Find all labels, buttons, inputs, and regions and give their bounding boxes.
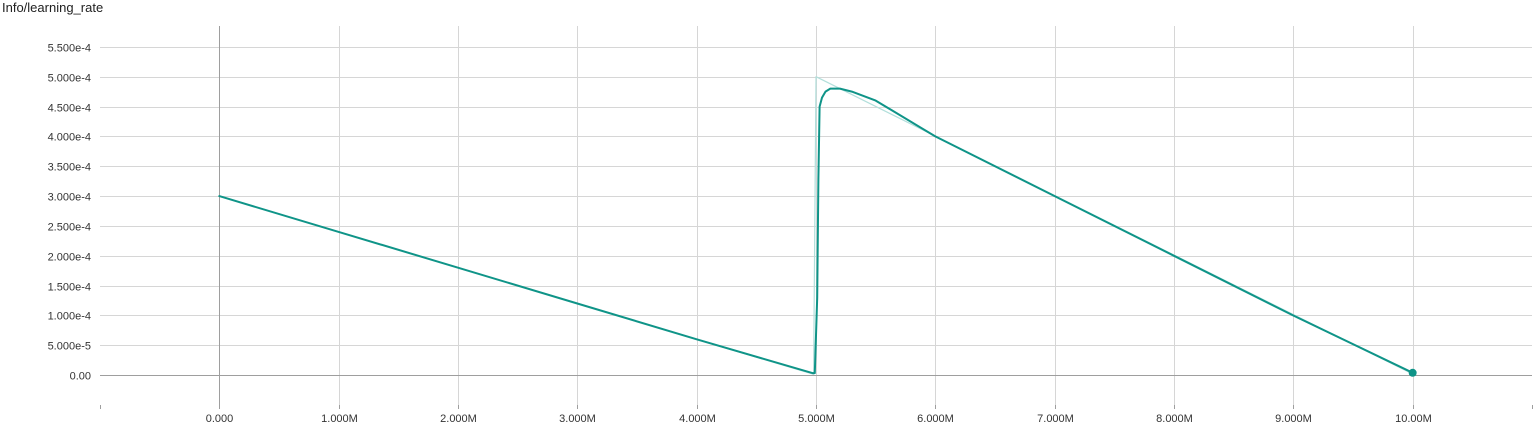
x-tick-label: 6.000M: [917, 413, 954, 424]
y-tick-label: 1.000e-4: [48, 311, 91, 323]
x-tick-label: 10.00M: [1395, 413, 1432, 424]
x-tick-label: 2.000M: [440, 413, 477, 424]
y-tick-label: 3.500e-4: [48, 162, 91, 174]
x-tick-label: 8.000M: [1156, 413, 1193, 424]
x-tick-label: 3.000M: [559, 413, 596, 424]
smoothed-series-line: [218, 87, 1414, 375]
x-tick-label: 7.000M: [1037, 413, 1074, 424]
x-tick-label: 1.000M: [321, 413, 358, 424]
y-tick-label: 2.500e-4: [48, 222, 91, 234]
y-tick-label: 5.000e-4: [48, 73, 91, 85]
y-tick-label: 4.000e-4: [48, 132, 91, 144]
last-point-marker[interactable]: [1408, 368, 1417, 377]
y-tick-label: 5.500e-4: [48, 43, 91, 55]
y-tick-label: 1.500e-4: [48, 282, 91, 294]
x-tick-label: 9.000M: [1275, 413, 1312, 424]
x-tick-label: 5.000M: [798, 413, 835, 424]
x-tick-label: 4.000M: [679, 413, 716, 424]
y-tick-label: 4.500e-4: [48, 103, 91, 115]
y-tick-label: 5.000e-5: [48, 341, 91, 353]
chart-title: Info/learning_rate: [2, 0, 104, 15]
x-tick-label: 0.000: [206, 413, 234, 424]
y-tick-label: 3.000e-4: [48, 192, 91, 204]
y-tick-label: 2.000e-4: [48, 252, 91, 264]
y-tick-label: 0.00: [70, 371, 91, 383]
